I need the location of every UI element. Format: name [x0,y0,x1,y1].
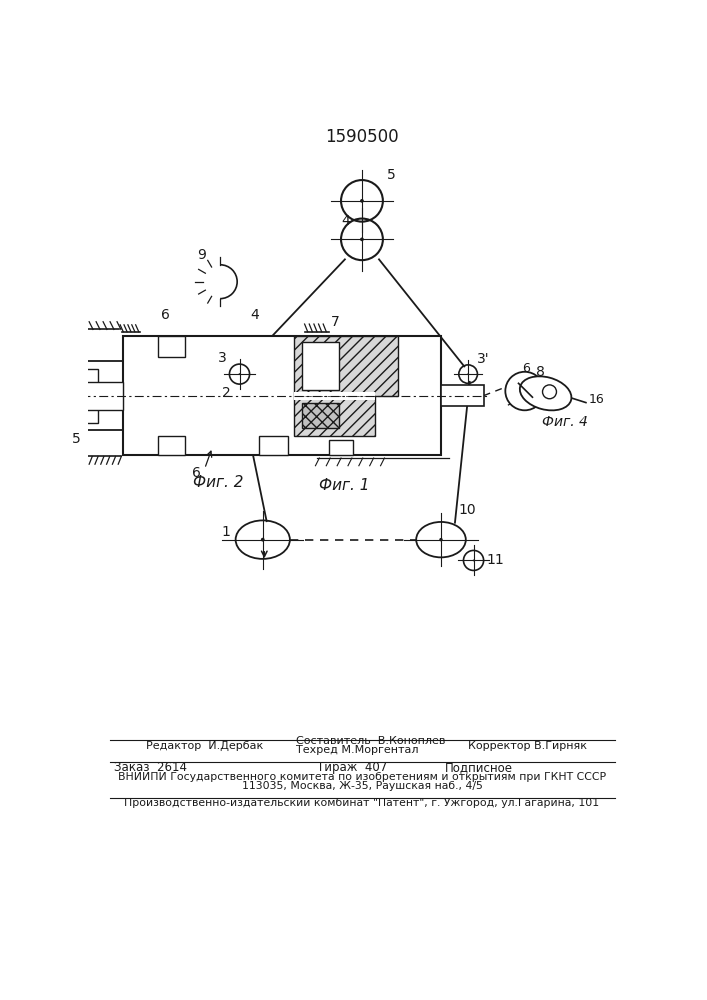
Text: 16: 16 [588,393,604,406]
Text: 10: 10 [458,503,476,517]
Bar [293,396,375,436]
Text: Подписное: Подписное [445,761,513,774]
Text: 11: 11 [486,553,503,567]
Text: 8: 8 [537,365,545,379]
Circle shape [473,560,474,561]
Bar [301,342,339,389]
Text: Заказ  2614: Заказ 2614 [114,761,187,774]
Circle shape [439,538,443,541]
Text: Техред М.Моргентал: Техред М.Моргентал [296,745,419,755]
Bar [158,436,185,455]
Text: 6: 6 [161,308,170,322]
Bar [158,336,185,357]
Bar [293,392,375,400]
Text: 113035, Москва, Ж-35, Раушская наб., 4/5: 113035, Москва, Ж-35, Раушская наб., 4/5 [242,781,482,791]
Circle shape [467,373,469,375]
Text: 1590500: 1590500 [325,128,399,146]
Text: Фиг. 2: Фиг. 2 [193,475,243,490]
Text: 3': 3' [477,352,490,366]
Text: Редактор  И.Дербак: Редактор И.Дербак [146,741,264,751]
Text: 5: 5 [72,432,81,446]
Circle shape [360,199,364,203]
Circle shape [238,373,240,375]
Ellipse shape [520,376,571,410]
Text: 2: 2 [223,386,231,400]
Text: Тираж  407: Тираж 407 [317,761,387,774]
Text: 4: 4 [250,308,259,322]
Text: Составитель  В.Коноплев: Составитель В.Коноплев [296,736,445,746]
Bar [329,440,354,455]
Text: 3: 3 [218,351,226,365]
Bar [123,336,441,455]
Circle shape [261,538,264,542]
Circle shape [506,372,544,410]
Text: Фиг. 1: Фиг. 1 [319,478,369,493]
Text: 1: 1 [222,525,230,539]
Circle shape [360,237,364,241]
Text: 7: 7 [331,315,339,329]
Bar [85,382,123,410]
Text: 5: 5 [387,168,395,182]
Circle shape [542,385,556,399]
Text: 6: 6 [522,362,530,375]
Bar [259,436,288,455]
Bar [441,385,484,406]
Bar [293,336,398,396]
Text: 9: 9 [197,248,206,262]
Text: 4: 4 [341,214,351,228]
Bar [301,403,339,428]
Bar [85,361,123,430]
Text: Корректор В.Гирняк: Корректор В.Гирняк [468,741,587,751]
Text: Производственно-издательский комбинат "Патент", г. Ужгород, ул.Гагарина, 101: Производственно-издательский комбинат "П… [124,798,600,808]
Text: 6: 6 [192,466,201,480]
Text: Фиг. 4: Фиг. 4 [542,415,588,429]
Bar [85,369,98,384]
Text: ВНИИПИ Государственного комитета по изобретениям и открытиям при ГКНТ СССР: ВНИИПИ Государственного комитета по изоб… [118,772,606,782]
Bar [85,407,98,423]
